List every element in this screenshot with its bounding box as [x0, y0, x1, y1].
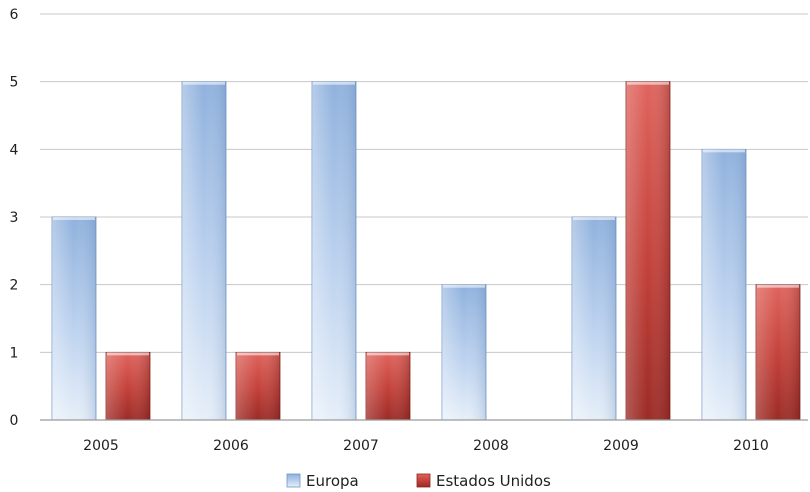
bar-estados-unidos-2007: [365, 351, 411, 421]
bar-europa-2008: [441, 284, 487, 421]
legend-estados-unidos: Estados Unidos: [416, 472, 551, 490]
bar-estados-unidos-2009: [625, 81, 671, 421]
x-tick-label: 2006: [213, 438, 249, 454]
bar-highlight: [443, 284, 485, 288]
bar-highlight: [107, 352, 149, 356]
y-tick-label: 4: [10, 142, 19, 158]
bar-estados-unidos-2006: [235, 351, 281, 421]
bar-europa-2005: [51, 216, 97, 421]
legend: Europa Estados Unidos: [286, 472, 551, 490]
bar-shading: [756, 284, 800, 420]
bar-europa-2010: [701, 148, 747, 421]
bar-highlight: [703, 149, 745, 153]
bar-europa-2006: [181, 81, 227, 421]
x-tick-label: 2008: [473, 438, 509, 454]
bar-shading: [52, 217, 96, 420]
legend-label: Estados Unidos: [436, 472, 551, 490]
bar-highlight: [367, 352, 409, 356]
bar-highlight: [313, 81, 355, 85]
y-tick-label: 2: [10, 278, 19, 294]
bar-shading: [312, 81, 356, 421]
bar-highlight: [237, 352, 279, 356]
y-axis-ticks: 0 1 2 3 4 5 6: [10, 7, 19, 429]
x-tick-label: 2010: [733, 438, 769, 454]
bar-highlight: [183, 81, 225, 85]
legend-swatch: [286, 473, 301, 488]
bar-highlight: [53, 217, 95, 220]
bar-europa-2007: [311, 81, 357, 421]
y-tick-label: 3: [10, 210, 19, 226]
bars: [51, 81, 801, 421]
bar-shading: [572, 217, 616, 420]
y-tick-label: 0: [10, 413, 19, 429]
bar-shading: [442, 284, 486, 420]
bar-estados-unidos-2005: [105, 351, 151, 421]
bar-shading: [626, 81, 670, 421]
bar-europa-2009: [571, 216, 617, 421]
gridlines: [40, 13, 808, 353]
bar-highlight: [627, 81, 669, 85]
x-tick-label: 2005: [83, 438, 119, 454]
x-tick-label: 2007: [343, 438, 379, 454]
legend-europa: Europa: [286, 472, 359, 490]
bar-shading: [106, 352, 150, 420]
legend-swatch: [416, 473, 431, 488]
bar-shading: [236, 352, 280, 420]
bar-shading: [366, 352, 410, 420]
bar-shading: [702, 149, 746, 421]
bar-highlight: [757, 284, 799, 288]
y-tick-label: 6: [10, 7, 19, 23]
bar-highlight: [573, 217, 615, 220]
x-tick-label: 2009: [603, 438, 639, 454]
y-tick-label: 1: [10, 345, 19, 361]
y-tick-label: 5: [10, 75, 19, 91]
x-axis-ticks: 2005 2006 2007 2008 2009 2010: [83, 438, 769, 454]
bar-shading: [182, 81, 226, 421]
bar-estados-unidos-2010: [755, 284, 801, 421]
legend-label: Europa: [306, 472, 359, 490]
